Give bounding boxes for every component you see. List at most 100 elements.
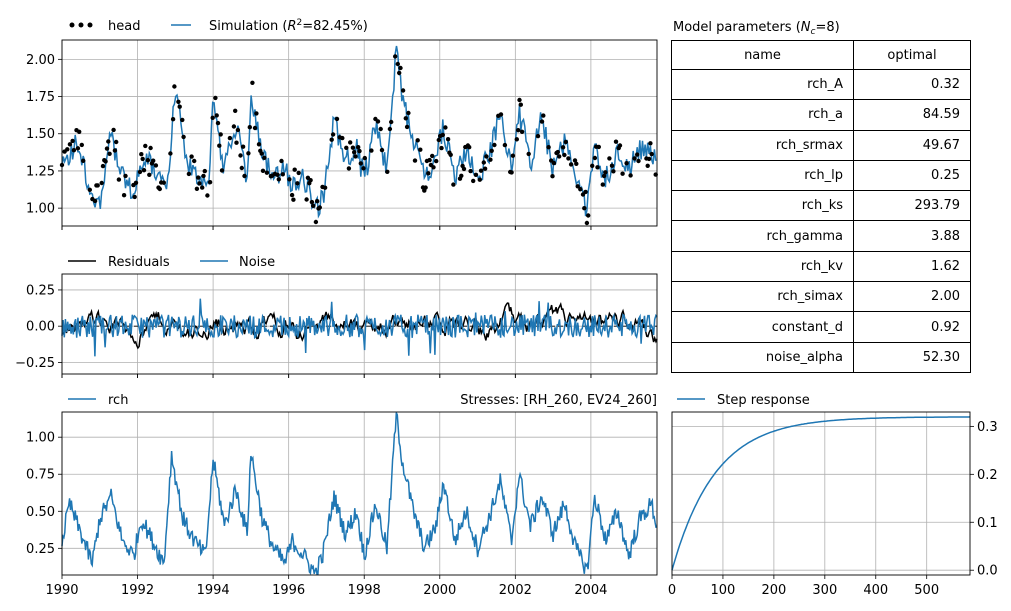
legend-step-label: Step response [717,393,810,408]
table-header-optimal: optimal [853,40,971,70]
head-observation-point [200,185,205,190]
head-observation-point [509,170,514,175]
head-observation-point [575,184,580,189]
head-observation-point [181,134,186,140]
legend-head-marker [87,22,93,28]
head-observation-point [247,125,252,130]
head-observation-point [568,162,574,167]
head-observation-point [636,158,641,164]
head-observation-point [346,166,352,171]
head-observation-point [609,163,615,168]
head-observation-point [481,160,486,165]
head-observation-point [596,144,601,150]
head-observation-point [217,143,222,148]
head-observation-point [516,128,521,133]
legend-simulation: head Simulation (R2=82.45%) [69,18,368,34]
y-tick-label: 0.00 [26,320,55,335]
y-tick-label: 0.50 [26,505,55,520]
head-observation-point [582,206,587,211]
axes-border [61,411,658,576]
table-row: rch_lp 0.25 [671,159,971,192]
y-tick-label: 1.50 [26,127,55,142]
head-observation-point [252,125,258,131]
head-observation-point [276,177,281,182]
head-observation-point [157,186,162,192]
head-observation-point [254,111,259,116]
head-observation-point [75,146,81,151]
head-observation-point [234,140,239,145]
head-observation-point [541,113,546,118]
head-observation-point [412,158,418,163]
y-tick-label: 0.25 [26,283,55,298]
legend-head-marker [78,22,84,28]
head-observation-point [574,161,579,166]
head-observation-point [468,168,473,174]
head-observation-point [233,108,238,114]
head-observation-point [557,154,562,159]
y-tick-label: 0.0 [977,564,998,579]
head-observation-point [646,156,652,162]
x-tick-label: 1998 [348,583,381,598]
residuals-panel: −0.25 0.00 0.25 [15,273,658,378]
head-observation-point [147,172,152,177]
head-observation-point [546,145,551,150]
head-observation-point [387,126,393,132]
head-observation-point [334,116,340,122]
head-observation-point [375,119,381,124]
head-observation-point [196,175,201,180]
head-observation-point [613,139,619,144]
head-observation-point [467,145,472,150]
head-observation-point [498,112,504,117]
head-observation-point [176,99,181,105]
head-observation-point [92,198,98,204]
y-tick-label: 0.2 [977,468,998,483]
x-tick-label: 1994 [197,583,230,598]
legend-rch-label: rch [108,393,128,408]
head-observation-point [445,137,451,142]
recharge-panel: 0.25 0.50 0.75 1.00 1990 1992 1994 1996 1998 2000… [26,411,658,598]
head-observation-point [648,141,653,146]
head-observation-point [344,145,349,150]
head-observation-point [617,143,623,148]
head-observation-point [141,168,147,173]
x-tick-label: 300 [812,583,837,598]
head-observation-point [482,166,488,171]
head-observation-point [492,142,497,148]
head-observation-point [423,185,428,190]
head-observation-point [430,153,435,159]
head-observation-point [601,173,607,179]
head-observation-point [214,113,219,118]
param-name: rch_gamma [671,220,854,252]
head-observation-point [103,159,108,164]
x-tick-label: 0 [668,583,676,598]
head-observation-point [189,154,194,159]
head-observation-point [291,197,296,202]
head-observation-point [514,137,519,142]
head-observation-point [369,148,374,153]
head-observation-point [192,158,197,164]
head-observation-point [539,119,545,124]
y-tick-label: −0.25 [15,356,55,371]
head-observation-point [426,171,431,176]
table-header-name: name [671,40,854,70]
head-observation-point [139,152,144,157]
head-observation-point [148,145,153,151]
y-tick-label: 0.3 [977,420,998,435]
head-observation-point [473,172,479,177]
head-observation-point [246,151,251,156]
head-observation-point [177,104,182,109]
param-name: rch_A [671,68,854,101]
noise-line [61,298,658,357]
head-observation-point [385,169,390,174]
head-observation-point [398,65,403,71]
head-observation-point [477,177,482,182]
head-observation-point [250,80,255,86]
head-observation-point [395,61,400,67]
head-observation-point [205,193,210,198]
head-observation-point [77,129,82,134]
head-observation-point [143,143,148,149]
head-observation-point [67,142,73,147]
y-tick-label: 1.25 [26,164,55,179]
head-observation-point [471,178,476,184]
